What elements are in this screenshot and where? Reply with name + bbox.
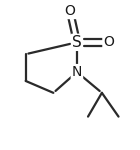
- Text: O: O: [65, 4, 75, 18]
- Text: O: O: [103, 35, 114, 49]
- Text: S: S: [72, 35, 82, 50]
- Text: N: N: [72, 65, 82, 79]
